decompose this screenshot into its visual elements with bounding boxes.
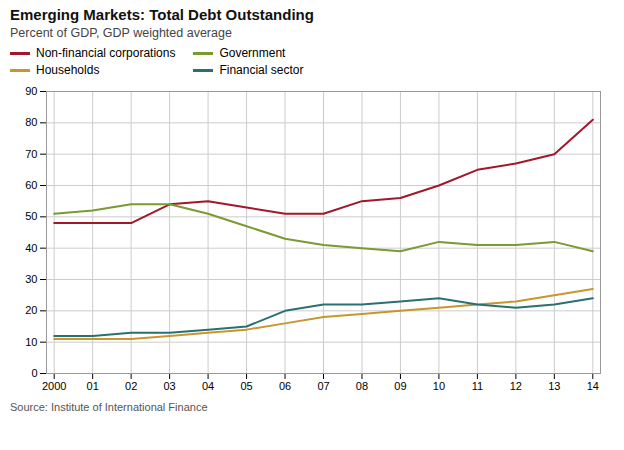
svg-text:70: 70 (25, 148, 37, 160)
svg-text:12: 12 (510, 380, 522, 392)
svg-text:11: 11 (472, 380, 483, 392)
svg-text:09: 09 (394, 380, 406, 392)
svg-text:02: 02 (125, 380, 137, 392)
svg-text:40: 40 (25, 242, 37, 254)
svg-text:05: 05 (240, 380, 252, 392)
svg-text:13: 13 (548, 380, 560, 392)
svg-text:07: 07 (317, 380, 329, 392)
svg-text:10: 10 (25, 336, 37, 348)
html-text:Non-financial corporations: Non-financial corporations (36, 46, 176, 60)
svg-text:90: 90 (25, 85, 37, 97)
svg-text:0: 0 (31, 367, 37, 379)
html-text:Emerging Markets: Total Debt O: Emerging Markets: Total Debt Outstanding (10, 6, 314, 23)
svg-text:01: 01 (87, 380, 99, 392)
svg-text:80: 80 (25, 116, 37, 128)
html-text:Households: Households (36, 63, 100, 77)
svg-text:20: 20 (25, 304, 37, 316)
html-text:Percent of GDP, GDP weighted a: Percent of GDP, GDP weighted average (10, 26, 232, 40)
svg-text:14: 14 (587, 380, 599, 392)
svg-text:2000: 2000 (42, 380, 66, 392)
svg-text:10: 10 (433, 380, 445, 392)
html-text:Government: Government (219, 46, 286, 60)
svg-text:08: 08 (356, 380, 368, 392)
svg-text:30: 30 (25, 273, 37, 285)
svg-text:04: 04 (202, 380, 214, 392)
svg-text:60: 60 (25, 179, 37, 191)
svg-text:03: 03 (163, 380, 175, 392)
html-text:Financial sector: Financial sector (219, 63, 304, 77)
svg-text:50: 50 (25, 210, 37, 222)
html-text:Source: Institute of Internati: Source: Institute of International Finan… (10, 401, 208, 413)
svg-text:06: 06 (279, 380, 291, 392)
